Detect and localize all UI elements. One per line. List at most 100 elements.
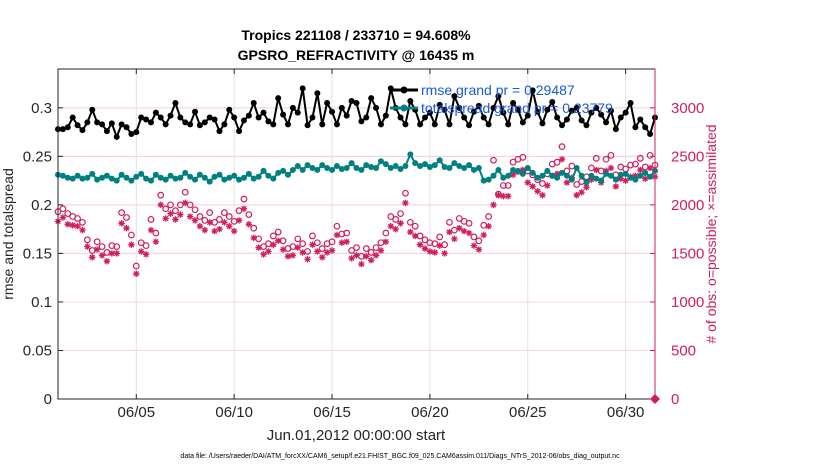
rmse-point: [221, 121, 228, 128]
rmse-point: [270, 121, 277, 128]
totalspread-point: [275, 169, 282, 176]
rmse-point: [329, 108, 336, 115]
assimilated-obs-point: [59, 214, 67, 221]
totalspread-point: [534, 174, 541, 181]
assimilated-obs-point: [250, 234, 257, 242]
possible-obs-point: [289, 243, 297, 251]
totalspread-point: [284, 171, 291, 178]
assimilated-obs-point: [235, 217, 243, 224]
legend-totalspread-label: totalspread grand pr = 0.23779: [421, 100, 613, 116]
rmse-point: [490, 104, 497, 111]
data-file-footer: data file: /Users/raeder/DAI/ATM_forcXX/…: [180, 453, 620, 460]
y-left-tick-label: 0.15: [23, 245, 52, 262]
possible-obs-point: [132, 262, 140, 270]
rmse-point: [79, 127, 86, 134]
assimilated-obs-point: [240, 205, 248, 212]
possible-obs-point: [162, 205, 170, 213]
assimilated-obs-point: [226, 223, 233, 230]
assimilated-obs-point: [470, 242, 478, 249]
totalspread-point: [446, 165, 453, 171]
possible-obs-point: [269, 232, 277, 240]
totalspread-point: [422, 161, 429, 168]
assimilated-obs-point: [441, 250, 448, 257]
possible-obs-point: [348, 247, 356, 254]
assimilated-obs-point: [456, 224, 463, 232]
possible-obs-point: [220, 209, 228, 217]
assimilated-obs-point: [343, 238, 350, 245]
rmse-point: [607, 107, 614, 114]
rmse-point: [206, 114, 213, 121]
rmse-point: [133, 129, 140, 136]
rmse-point: [583, 122, 590, 129]
assimilated-obs-point: [377, 247, 385, 254]
rmse-point: [426, 109, 433, 116]
possible-obs-point: [558, 143, 566, 151]
rmse-point: [500, 109, 507, 116]
totalspread-point: [196, 171, 203, 178]
assimilated-obs-point: [524, 179, 531, 186]
assimilated-obs-point: [637, 166, 644, 174]
totalspread-point: [216, 171, 223, 178]
assimilated-obs-point: [157, 201, 164, 209]
rmse-point: [192, 108, 199, 115]
assimilated-obs-point: [509, 171, 517, 178]
totalspread-point: [461, 165, 468, 171]
possible-obs-point: [88, 247, 96, 254]
possible-obs-point: [362, 245, 370, 252]
rmse-point: [529, 87, 536, 94]
rmse-point: [138, 114, 145, 121]
assimilated-obs-point: [64, 221, 71, 228]
assimilated-obs-point: [98, 252, 106, 259]
y-left-tick-label: 0: [44, 391, 52, 408]
assimilated-obs-point: [162, 215, 169, 222]
totalspread-point: [152, 171, 159, 178]
totalspread-point: [524, 165, 531, 171]
possible-obs-point: [230, 217, 238, 225]
totalspread-point: [221, 176, 228, 183]
totalspread-point: [382, 161, 389, 168]
assimilated-obs-point: [103, 257, 111, 265]
totalspread-point: [123, 174, 130, 181]
assimilated-obs-point: [539, 191, 546, 199]
assimilated-obs-point: [436, 242, 443, 249]
totalspread-point: [177, 174, 184, 181]
rmse-point: [64, 124, 71, 131]
totalspread-point: [182, 169, 189, 176]
assimilated-obs-point: [333, 231, 341, 239]
totalspread-point: [480, 177, 487, 184]
totalspread-point: [647, 173, 654, 180]
rmse-point: [578, 117, 585, 124]
possible-obs-point: [274, 228, 282, 236]
assimilated-obs-point: [108, 250, 116, 257]
y-axis-label-left: rmse and totalspread: [0, 168, 16, 300]
assimilated-obs-point: [617, 175, 624, 182]
possible-obs-point: [499, 182, 507, 189]
x-tick-label: 06/15: [313, 404, 351, 421]
rmse-point: [113, 133, 120, 140]
totalspread-point: [79, 175, 86, 182]
totalspread-point: [59, 172, 66, 179]
y-axis-label-right: # of obs: o=possible; ×=assimilated: [703, 124, 719, 343]
totalspread-point: [201, 174, 208, 181]
totalspread-point: [99, 174, 106, 181]
possible-obs-point: [172, 207, 179, 215]
possible-obs-point: [646, 151, 654, 159]
totalspread-point: [466, 162, 473, 169]
rmse-point: [280, 111, 287, 118]
assimilated-obs-point: [367, 257, 375, 264]
possible-obs-point: [475, 237, 483, 245]
totalspread-point: [554, 174, 561, 181]
chart-title-line-1: Tropics 221108 / 233710 = 94.608%: [241, 27, 471, 43]
assimilated-obs-point: [607, 164, 615, 172]
assimilated-obs-point: [186, 213, 194, 220]
rmse-point: [348, 98, 355, 105]
rmse-point: [314, 90, 321, 97]
totalspread-point: [348, 160, 355, 167]
rmse-point: [255, 114, 262, 121]
totalspread-point: [167, 172, 174, 179]
assimilated-obs-point: [460, 227, 468, 235]
assimilated-obs-point: [407, 228, 414, 236]
possible-obs-point: [98, 243, 106, 251]
assimilated-obs-point: [328, 247, 336, 254]
